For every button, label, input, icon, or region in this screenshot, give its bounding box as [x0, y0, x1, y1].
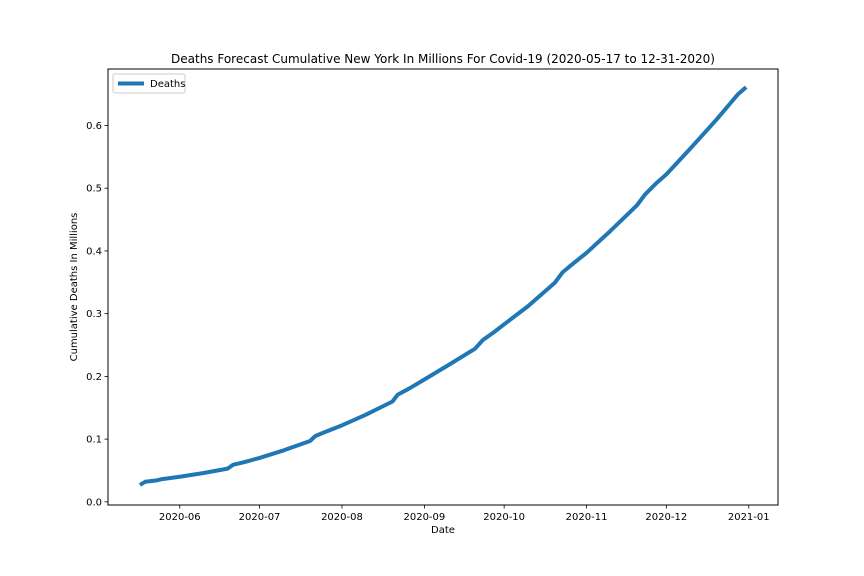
y-tick-label: 0.5: [86, 184, 102, 195]
plot-area: 0.0 0.1 0.2 0.3 0.4 0.5 0.6 2020-06 2020-07 2020-…: [86, 68, 779, 523]
y-axis-label: Cumulative Deaths In Millions: [69, 213, 80, 362]
x-tick-label: 2020-12: [645, 512, 687, 523]
y-tick-label: 0.1: [86, 435, 102, 446]
x-tick-label: 2020-10: [483, 512, 525, 523]
y-tick-label: 0.2: [86, 372, 102, 383]
legend-box: [112, 73, 186, 94]
y-tick-label: 0.0: [86, 497, 102, 508]
axes-frame: [107, 68, 779, 506]
y-tick-label: 0.3: [86, 309, 102, 320]
x-tick-label: 2020-11: [566, 512, 608, 523]
y-tick-label: 0.4: [86, 246, 102, 257]
x-tick-label: 2020-06: [159, 512, 201, 523]
legend-label: Deaths: [150, 79, 185, 90]
x-axis-label: Date: [431, 525, 455, 536]
x-tick-label: 2020-09: [403, 512, 445, 523]
x-tick-label: 2020-08: [321, 512, 363, 523]
chart-title: Deaths Forecast Cumulative New York In M…: [171, 52, 715, 66]
x-tick-label: 2020-07: [239, 512, 281, 523]
series-line-deaths: [138, 85, 748, 487]
y-tick-label: 0.6: [86, 121, 102, 132]
x-tick-label: 2021-01: [728, 512, 770, 523]
